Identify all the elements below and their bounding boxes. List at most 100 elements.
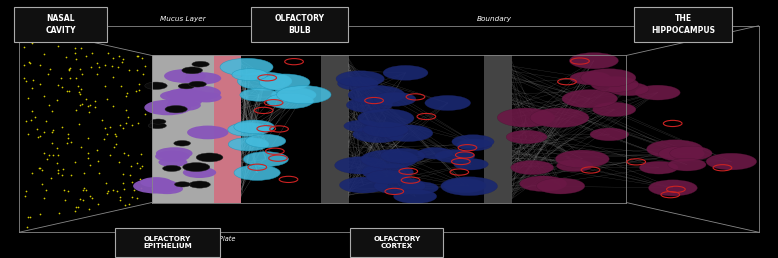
Circle shape: [166, 100, 201, 111]
Point: [34, 82, 47, 86]
FancyBboxPatch shape: [115, 228, 219, 257]
Point: [90, 71, 103, 76]
Circle shape: [363, 122, 408, 137]
Point: [84, 163, 96, 167]
Point: [102, 51, 114, 55]
Text: OLFACTORY
CORTEX: OLFACTORY CORTEX: [373, 236, 420, 249]
Point: [58, 198, 71, 202]
Point: [42, 72, 54, 76]
Point: [58, 188, 70, 192]
Circle shape: [155, 151, 190, 162]
Point: [119, 121, 131, 125]
Circle shape: [189, 181, 210, 188]
Point: [70, 76, 82, 80]
Point: [92, 159, 104, 163]
Polygon shape: [484, 55, 512, 203]
Polygon shape: [152, 55, 214, 203]
Point: [26, 171, 38, 175]
Point: [116, 60, 128, 64]
Point: [107, 104, 119, 108]
Circle shape: [244, 152, 289, 167]
Point: [62, 189, 75, 193]
Circle shape: [151, 183, 183, 194]
Circle shape: [344, 120, 380, 132]
Point: [96, 118, 109, 122]
Point: [116, 126, 128, 130]
Point: [89, 105, 101, 109]
Circle shape: [593, 102, 636, 117]
Circle shape: [457, 139, 492, 151]
Point: [122, 202, 135, 206]
Point: [82, 156, 95, 160]
Point: [131, 54, 144, 59]
Circle shape: [145, 100, 191, 115]
Circle shape: [380, 148, 426, 163]
Circle shape: [196, 153, 223, 162]
Text: NASAL
CAVITY: NASAL CAVITY: [45, 14, 76, 35]
Circle shape: [173, 141, 191, 146]
Circle shape: [394, 189, 436, 204]
Point: [75, 87, 87, 91]
Point: [34, 166, 47, 170]
Circle shape: [358, 109, 414, 127]
Point: [131, 160, 143, 165]
Point: [51, 168, 64, 173]
Point: [82, 110, 95, 114]
Point: [113, 54, 125, 58]
Point: [56, 125, 68, 129]
Point: [61, 89, 74, 93]
Point: [79, 188, 92, 192]
Point: [114, 84, 127, 88]
Circle shape: [346, 98, 392, 113]
Point: [72, 205, 85, 209]
Point: [117, 57, 130, 61]
Point: [93, 171, 106, 175]
Circle shape: [185, 72, 221, 84]
Point: [33, 63, 46, 67]
Point: [114, 123, 127, 127]
Circle shape: [276, 86, 331, 104]
Point: [36, 181, 48, 186]
Point: [52, 83, 65, 87]
Circle shape: [339, 177, 387, 193]
Point: [141, 83, 153, 87]
Circle shape: [237, 72, 292, 90]
Circle shape: [418, 148, 453, 159]
Circle shape: [366, 170, 408, 184]
Point: [86, 51, 98, 55]
Point: [30, 127, 43, 131]
Point: [23, 215, 35, 219]
Point: [130, 68, 142, 72]
Point: [135, 165, 147, 170]
Point: [37, 130, 50, 134]
Point: [75, 46, 87, 50]
Point: [68, 209, 81, 213]
Circle shape: [240, 88, 278, 101]
Circle shape: [149, 123, 166, 129]
Circle shape: [336, 71, 384, 87]
Point: [89, 99, 101, 103]
Point: [63, 88, 75, 93]
Circle shape: [647, 140, 703, 158]
Circle shape: [352, 126, 404, 143]
Point: [54, 76, 67, 80]
Point: [73, 67, 86, 71]
Circle shape: [562, 90, 618, 108]
Point: [26, 78, 39, 82]
Circle shape: [156, 147, 192, 159]
Point: [55, 173, 68, 178]
Circle shape: [174, 182, 191, 187]
Point: [92, 202, 104, 206]
Circle shape: [267, 93, 314, 109]
Point: [51, 146, 63, 150]
Circle shape: [434, 149, 475, 163]
Point: [25, 118, 37, 122]
Point: [99, 126, 111, 130]
Circle shape: [335, 157, 387, 174]
Point: [60, 55, 72, 59]
Point: [47, 127, 60, 132]
Point: [63, 68, 75, 72]
Point: [99, 84, 111, 88]
Circle shape: [232, 69, 268, 80]
Point: [55, 85, 68, 89]
